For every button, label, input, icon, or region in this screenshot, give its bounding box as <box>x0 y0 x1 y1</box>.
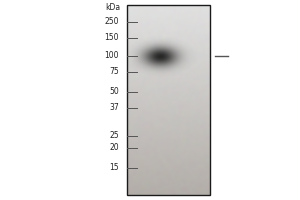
Text: 15: 15 <box>110 164 119 172</box>
Text: 37: 37 <box>109 104 119 112</box>
Text: 20: 20 <box>110 144 119 152</box>
Bar <box>127 5 210 195</box>
Text: 250: 250 <box>104 18 119 26</box>
Text: 100: 100 <box>104 51 119 60</box>
Text: 25: 25 <box>110 132 119 140</box>
Text: kDa: kDa <box>105 3 120 12</box>
Text: 150: 150 <box>104 33 119 43</box>
Text: 50: 50 <box>109 88 119 97</box>
Text: 75: 75 <box>109 68 119 76</box>
